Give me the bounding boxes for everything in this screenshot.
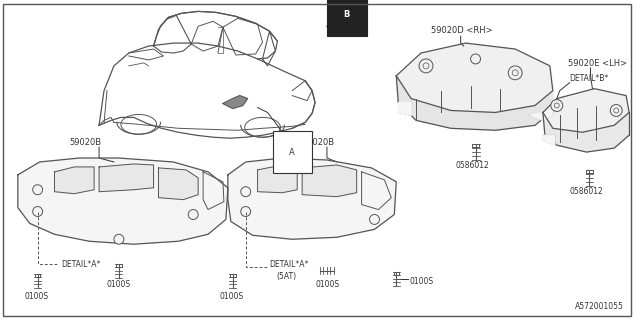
Text: 0100S: 0100S [409, 277, 433, 286]
Polygon shape [99, 164, 154, 192]
Text: A: A [289, 148, 295, 156]
Text: 0100S: 0100S [25, 292, 49, 301]
Text: (5AT): (5AT) [276, 272, 296, 281]
Text: 0100S: 0100S [107, 280, 131, 289]
Text: DETAIL*B*: DETAIL*B* [570, 74, 609, 83]
Circle shape [369, 214, 380, 224]
Text: 0586012: 0586012 [456, 161, 490, 170]
Circle shape [470, 54, 481, 64]
Polygon shape [398, 102, 411, 116]
Circle shape [554, 103, 559, 108]
Polygon shape [18, 158, 228, 244]
Text: 59020D <RH>: 59020D <RH> [431, 26, 493, 35]
Circle shape [614, 108, 619, 113]
Circle shape [33, 185, 43, 195]
Text: B: B [344, 10, 350, 19]
Circle shape [419, 59, 433, 73]
Circle shape [241, 187, 251, 197]
Circle shape [33, 207, 43, 216]
Polygon shape [228, 158, 396, 239]
Text: A572001055: A572001055 [575, 301, 624, 311]
Text: 0100S: 0100S [220, 292, 244, 301]
Polygon shape [159, 168, 198, 200]
Circle shape [611, 105, 622, 116]
Polygon shape [302, 165, 356, 197]
Circle shape [241, 207, 251, 216]
Circle shape [551, 100, 563, 111]
Text: 59020B: 59020B [302, 138, 334, 147]
Polygon shape [543, 135, 555, 145]
Polygon shape [543, 112, 629, 152]
Circle shape [512, 70, 518, 76]
Polygon shape [257, 165, 297, 193]
Text: 59020E <LH>: 59020E <LH> [568, 59, 627, 68]
Circle shape [508, 66, 522, 80]
Circle shape [423, 63, 429, 69]
Text: 0100S: 0100S [315, 280, 339, 289]
Circle shape [114, 234, 124, 244]
Polygon shape [54, 167, 94, 194]
Text: 0586012: 0586012 [570, 187, 604, 196]
Polygon shape [530, 110, 553, 120]
Polygon shape [396, 76, 553, 130]
Polygon shape [543, 89, 629, 132]
Polygon shape [396, 43, 553, 112]
Text: 59020B: 59020B [69, 138, 102, 147]
Text: DETAIL*A*: DETAIL*A* [269, 260, 309, 268]
Polygon shape [327, 21, 349, 33]
Polygon shape [223, 96, 248, 108]
Text: DETAIL*A*: DETAIL*A* [61, 260, 101, 268]
Circle shape [188, 210, 198, 220]
